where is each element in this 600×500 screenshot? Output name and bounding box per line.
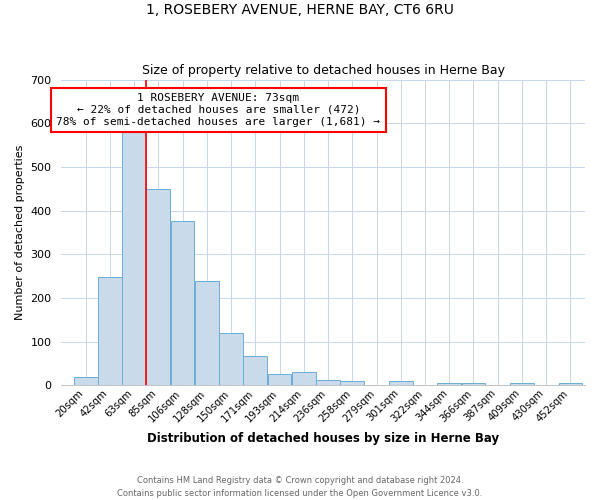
Bar	[316, 380, 340, 386]
Bar	[146, 188, 170, 386]
Bar	[292, 372, 316, 386]
Bar	[389, 381, 413, 386]
Bar	[219, 333, 243, 386]
Bar	[437, 383, 461, 386]
Bar	[171, 222, 194, 386]
Bar	[340, 381, 364, 386]
Bar	[74, 378, 98, 386]
Y-axis label: Number of detached properties: Number of detached properties	[15, 144, 25, 320]
Bar	[559, 383, 583, 386]
Bar	[510, 383, 534, 386]
Bar	[98, 277, 122, 386]
Bar	[195, 282, 219, 386]
Text: Contains HM Land Registry data © Crown copyright and database right 2024.
Contai: Contains HM Land Registry data © Crown c…	[118, 476, 482, 498]
Bar	[122, 130, 146, 386]
Bar	[268, 374, 292, 386]
Title: Size of property relative to detached houses in Herne Bay: Size of property relative to detached ho…	[142, 64, 505, 77]
Text: 1 ROSEBERY AVENUE: 73sqm
← 22% of detached houses are smaller (472)
78% of semi-: 1 ROSEBERY AVENUE: 73sqm ← 22% of detach…	[56, 94, 380, 126]
Bar	[461, 383, 485, 386]
Bar	[244, 356, 267, 386]
X-axis label: Distribution of detached houses by size in Herne Bay: Distribution of detached houses by size …	[147, 432, 499, 445]
Text: 1, ROSEBERY AVENUE, HERNE BAY, CT6 6RU: 1, ROSEBERY AVENUE, HERNE BAY, CT6 6RU	[146, 2, 454, 16]
